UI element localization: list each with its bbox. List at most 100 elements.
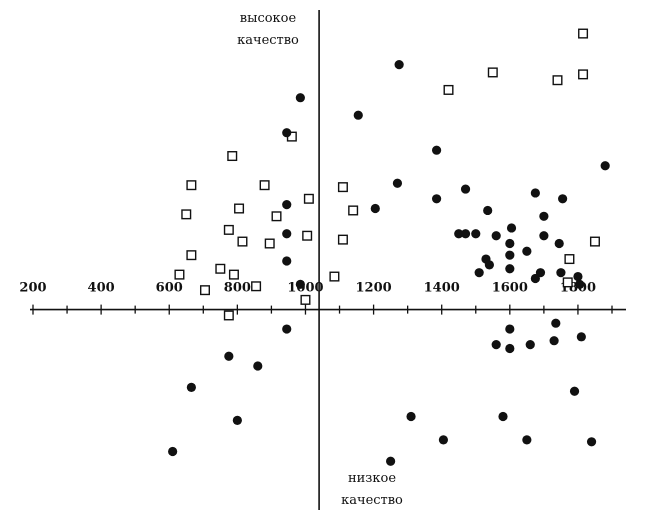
data-point-square: [443, 84, 454, 95]
data-point-circle: [386, 456, 396, 466]
data-point-circle: [530, 188, 540, 198]
bottom-annotation: низкое качество: [341, 471, 403, 508]
data-point-circle: [491, 231, 501, 241]
data-point-circle: [282, 200, 292, 210]
data-point-square: [302, 230, 313, 241]
data-point-square: [589, 236, 600, 247]
data-point-square: [174, 269, 185, 280]
data-point-circle: [282, 324, 292, 334]
data-point-circle: [454, 229, 464, 239]
data-point-square: [234, 203, 245, 214]
data-point-circle: [539, 231, 549, 241]
x-tick-label: 1200: [355, 281, 391, 296]
data-point-square: [228, 269, 239, 280]
data-point-circle: [576, 332, 586, 342]
data-point-square: [199, 285, 210, 296]
data-point-circle: [525, 339, 535, 350]
data-point-square: [259, 180, 270, 191]
data-point-square: [552, 75, 563, 86]
data-point-square: [303, 193, 314, 204]
data-point-circle: [575, 279, 585, 289]
data-point-circle: [431, 194, 442, 204]
data-point-circle: [600, 161, 610, 171]
data-point-square: [215, 263, 226, 274]
data-point-circle: [539, 211, 549, 221]
data-point-circle: [394, 60, 404, 70]
data-point-square: [487, 67, 498, 78]
data-point-circle: [505, 264, 515, 274]
data-point-circle: [505, 238, 515, 249]
data-point-circle: [505, 250, 515, 260]
data-point-square: [223, 224, 234, 235]
data-marks: [168, 28, 610, 466]
data-point-square: [329, 271, 340, 282]
data-point-square: [186, 250, 197, 261]
x-tick-label: 200: [19, 281, 46, 296]
data-point-circle: [505, 343, 515, 354]
data-point-circle: [556, 268, 566, 278]
data-point-circle: [392, 178, 403, 188]
data-point-square: [300, 294, 311, 305]
data-point-circle: [474, 268, 484, 278]
data-point-circle: [232, 415, 242, 426]
data-point-circle: [558, 194, 568, 204]
data-point-circle: [438, 435, 449, 445]
data-point-square: [337, 234, 348, 245]
data-point-circle: [491, 339, 501, 350]
data-point-circle: [370, 203, 380, 214]
data-point-circle: [253, 361, 263, 371]
data-point-circle: [506, 223, 517, 233]
data-point-circle: [498, 411, 508, 422]
axes: 20040060080010001200140016001800: [19, 10, 626, 510]
data-point-circle: [551, 318, 561, 328]
data-point-circle: [471, 229, 481, 239]
data-point-circle: [569, 386, 580, 396]
x-tick-label: 600: [156, 281, 183, 296]
data-point-circle: [406, 411, 416, 422]
data-point-square: [578, 28, 589, 39]
data-point-circle: [522, 246, 532, 256]
data-point-circle: [282, 229, 292, 239]
x-tick-label: 1400: [424, 281, 460, 296]
data-point-circle: [549, 336, 559, 346]
data-point-square: [337, 182, 348, 193]
data-point-square: [181, 209, 192, 220]
data-point-square: [237, 236, 248, 247]
data-point-square: [223, 310, 234, 321]
data-point-circle: [460, 184, 471, 194]
data-point-square: [251, 281, 262, 292]
data-point-circle: [460, 229, 471, 239]
data-point-circle: [282, 128, 292, 138]
data-point-square: [348, 205, 359, 216]
data-point-circle: [483, 205, 493, 216]
data-point-circle: [295, 279, 305, 289]
data-point-circle: [554, 238, 564, 249]
data-point-square: [562, 277, 573, 288]
x-tick-label: 400: [88, 281, 115, 296]
data-point-circle: [573, 271, 583, 282]
data-point-circle: [282, 256, 292, 266]
data-point-square: [564, 254, 575, 265]
data-point-circle: [530, 273, 540, 284]
data-point-circle: [586, 437, 597, 447]
data-point-square: [578, 69, 589, 80]
data-point-circle: [505, 324, 515, 334]
data-point-circle: [224, 351, 234, 361]
data-point-circle: [295, 93, 305, 103]
data-point-circle: [522, 435, 532, 445]
x-tick-label: 800: [224, 281, 251, 296]
data-point-circle: [186, 382, 196, 392]
data-point-square: [186, 180, 197, 191]
data-point-circle: [353, 110, 363, 120]
data-point-circle: [168, 446, 178, 457]
data-point-square: [227, 151, 238, 162]
data-point-square: [271, 211, 282, 222]
top-annotation: высокое качество: [237, 11, 299, 48]
data-point-circle: [484, 260, 494, 270]
x-tick-label: 1000: [287, 281, 323, 296]
data-point-square: [264, 238, 275, 249]
data-point-circle: [431, 145, 442, 155]
x-tick-label: 1600: [492, 281, 528, 296]
